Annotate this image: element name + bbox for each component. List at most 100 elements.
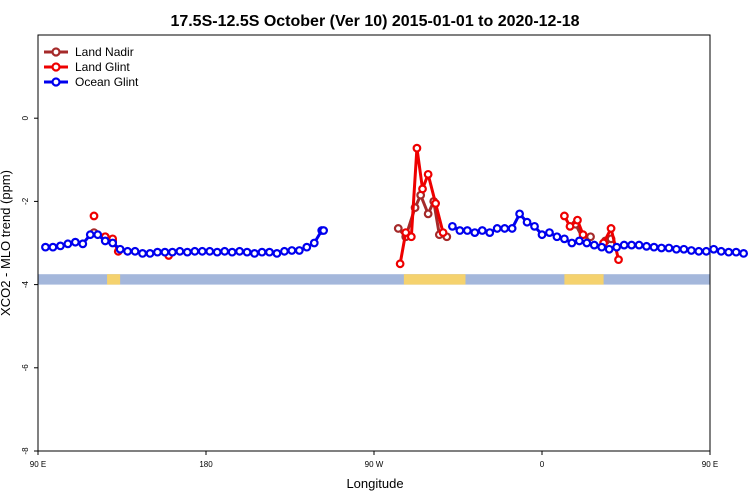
x-tick-label: 90 E: [30, 460, 46, 469]
land-segment: [403, 274, 466, 285]
data-point: [582, 238, 592, 248]
data-point: [694, 246, 704, 256]
data-point: [108, 238, 118, 248]
data-point: [160, 247, 170, 257]
y-axis: 0 -2 -4 -6 -8: [21, 115, 38, 455]
data-point: [309, 238, 319, 248]
data-point: [197, 246, 207, 256]
legend-marker: [51, 47, 61, 57]
data-point: [93, 230, 103, 240]
data-point: [431, 199, 441, 208]
series-line: [563, 215, 585, 236]
data-point: [227, 247, 237, 257]
data-point: [642, 241, 651, 251]
data-point: [115, 244, 125, 254]
land-segment: [564, 274, 604, 285]
data-point: [627, 240, 636, 250]
data-point: [709, 244, 719, 254]
data-point: [716, 246, 726, 256]
data-point: [265, 247, 274, 257]
data-point: [455, 226, 465, 235]
data-point: [664, 243, 674, 253]
x-tick-label: 0: [540, 460, 545, 469]
data-point: [56, 241, 65, 251]
data-point: [597, 242, 607, 252]
legend-label: Ocean Glint: [75, 75, 139, 89]
data-point: [462, 226, 472, 235]
data-point: [537, 230, 547, 240]
data-point: [586, 232, 595, 242]
data-point: [701, 246, 711, 256]
legend-item: Land Glint: [44, 60, 130, 74]
data-point: [438, 228, 448, 238]
data-point: [612, 242, 622, 252]
data-point: [406, 232, 416, 242]
legend-item: Ocean Glint: [44, 75, 139, 89]
data-point: [492, 224, 502, 233]
data-point: [242, 247, 252, 257]
data-point: [567, 238, 577, 248]
data-point: [138, 248, 147, 258]
data-point: [167, 247, 177, 257]
data-point: [578, 230, 588, 240]
data-point: [250, 248, 259, 258]
series-ocean-glint: [41, 209, 748, 258]
land-segment: [107, 274, 121, 285]
data-point: [153, 247, 162, 257]
data-point: [606, 224, 616, 233]
data-point: [560, 234, 569, 244]
data-point: [485, 228, 495, 238]
y-tick-label: 0: [21, 115, 30, 120]
data-point: [604, 244, 614, 254]
data-point: [319, 226, 329, 235]
data-point: [175, 246, 185, 256]
data-point: [220, 246, 230, 256]
data-point: [679, 244, 689, 254]
ocean-band: [38, 274, 710, 285]
data-point: [739, 248, 748, 258]
data-point: [235, 246, 245, 256]
land-ocean-mask: [38, 274, 710, 285]
data-point: [649, 242, 659, 252]
data-point: [545, 228, 554, 238]
data-point: [412, 143, 422, 153]
data-point: [619, 240, 629, 250]
data-point: [574, 236, 584, 246]
data-point: [589, 240, 599, 250]
data-point: [393, 224, 403, 233]
y-axis-label: XCO2 - MLO trend (ppm): [0, 170, 13, 316]
series-land-nadir: [89, 190, 616, 246]
data-point: [477, 226, 487, 235]
data-point: [686, 246, 696, 255]
data-point: [70, 237, 80, 247]
data-point: [573, 215, 582, 225]
data-point: [401, 228, 411, 238]
data-point: [280, 246, 289, 256]
data-point: [552, 232, 562, 242]
data-point: [614, 255, 623, 265]
y-tick-label: -2: [21, 197, 30, 205]
legend-label: Land Nadir: [75, 45, 134, 59]
y-tick-label: -8: [21, 447, 30, 455]
y-tick-label: -4: [21, 280, 30, 288]
data-point: [530, 221, 539, 231]
data-point: [78, 239, 88, 249]
data-point: [100, 236, 110, 246]
data-point: [423, 209, 433, 219]
data-point: [212, 247, 222, 257]
data-point: [418, 184, 427, 194]
x-tick-label: 90 W: [365, 460, 384, 469]
legend-label: Land Glint: [75, 60, 130, 74]
data-point: [448, 221, 457, 231]
x-axis-label: Longitude: [346, 476, 403, 491]
data-point: [522, 217, 532, 227]
legend-item: Land Nadir: [44, 45, 134, 59]
data-point: [507, 224, 517, 233]
data-point: [657, 243, 666, 253]
x-tick-label: 90 E: [702, 460, 718, 469]
data-point: [48, 242, 58, 252]
data-point: [515, 209, 524, 219]
data-point: [634, 240, 644, 250]
